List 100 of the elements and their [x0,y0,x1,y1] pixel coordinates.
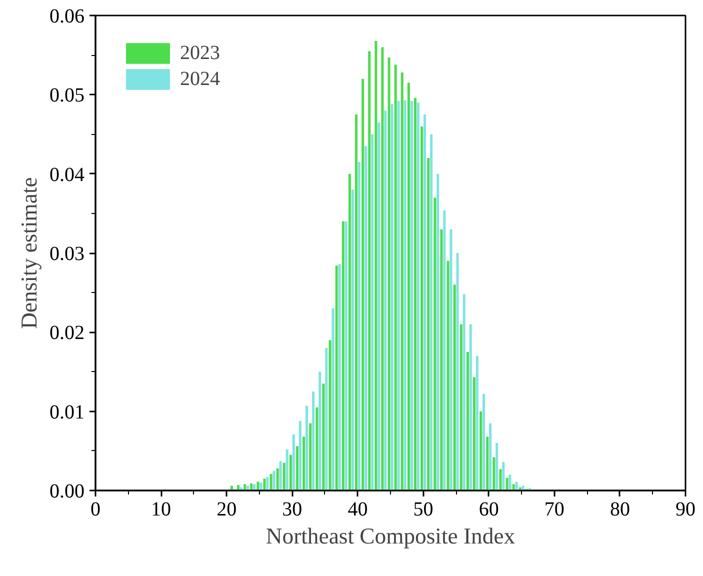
bar [289,454,292,490]
bar [489,423,492,490]
bar [384,110,387,490]
legend-label: 2023 [180,42,220,64]
bar [414,98,416,490]
bar [296,446,298,490]
bar [404,100,406,490]
bar [456,253,459,490]
bar [292,434,295,490]
x-tick-label: 0 [90,498,100,520]
bar [472,377,476,490]
y-tick-label: 0.05 [50,84,84,107]
bar [427,158,430,490]
bar [388,57,390,490]
bar [272,470,276,490]
bar [460,324,462,490]
x-tick-label: 80 [610,498,630,520]
bar [450,229,452,490]
bar [256,482,260,490]
bar [506,478,508,490]
bar [443,210,446,490]
bar [348,174,351,490]
bar [342,221,344,490]
bar [374,40,378,490]
bar [250,483,253,490]
bar [390,104,394,490]
bar [453,284,456,490]
x-tick-label: 90 [676,498,696,520]
bar [244,484,246,490]
y-axis-title: Density estimate [16,177,42,329]
bar [462,294,466,490]
bar [354,114,358,490]
bar [282,462,286,490]
bar [368,51,371,490]
bar [486,436,489,490]
x-axis-title: Northeast Composite Index [266,524,516,548]
bar [266,477,269,490]
x-tick-label: 20 [216,498,237,520]
bar [430,134,433,490]
bar [286,449,288,490]
bar [253,484,256,490]
bar [515,482,518,490]
bar [424,114,426,490]
bar [351,190,354,490]
bar [279,461,282,490]
bar [482,394,486,490]
bar [400,72,404,490]
bar [407,82,410,490]
bar [362,78,364,490]
bar [381,47,384,490]
x-tick-label: 30 [282,498,302,520]
bar [416,102,420,490]
legend-label: 2024 [180,68,220,90]
y-tick-label: 0.00 [50,480,84,502]
y-tick-label: 0.02 [50,322,84,344]
bar [306,406,308,490]
bar [325,348,328,490]
bar [318,372,322,490]
bar [496,443,498,490]
bar [508,474,512,490]
x-tick-label: 40 [348,498,368,520]
bar [466,352,469,490]
bar [302,436,306,490]
bar [440,229,443,490]
y-tick-label: 0.06 [50,6,84,28]
bar [378,122,380,490]
bar [309,423,312,490]
bar [276,468,279,490]
bar [397,101,400,490]
bar [263,478,266,490]
bar [260,482,262,490]
bar [469,324,472,490]
y-tick-label: 0.03 [50,243,84,265]
x-tick-label: 60 [478,498,499,520]
bar [338,264,341,490]
bar [312,392,315,490]
y-tick-label: 0.01 [50,401,84,424]
bar [358,162,360,490]
bar [512,484,515,490]
bar [492,457,496,490]
bar [502,462,505,490]
bar [332,308,334,490]
y-tick-label: 0.04 [50,164,84,186]
bar [476,356,478,490]
bar [394,64,397,490]
bar [328,340,332,490]
bar [364,146,368,490]
bar [480,411,482,490]
bar [410,101,413,490]
bar [344,221,348,490]
bar [434,198,436,490]
bar [322,384,325,490]
bar [335,266,338,490]
bar [420,126,424,490]
bar [446,260,450,490]
bar [436,174,440,490]
bar [499,469,502,490]
bar [316,407,318,490]
bar [298,420,302,490]
bar [371,134,374,490]
